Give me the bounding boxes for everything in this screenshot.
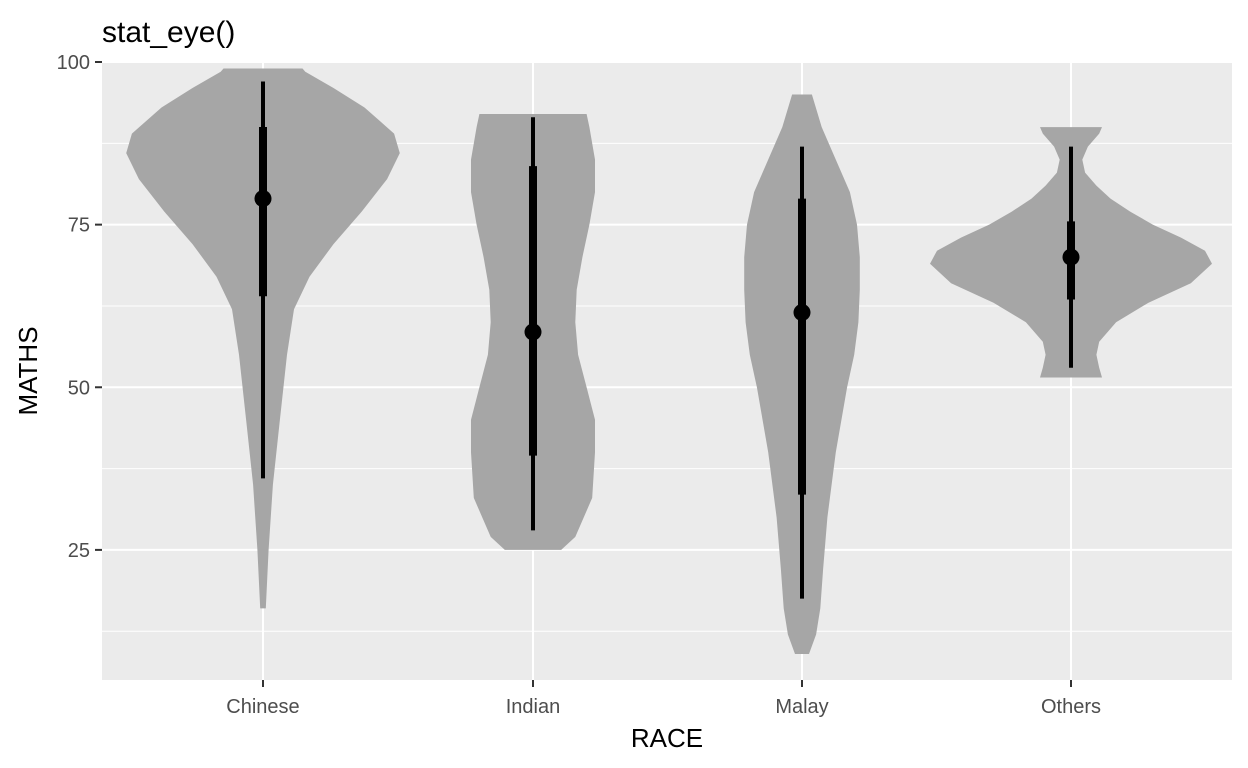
y-tick-label: 25	[68, 540, 90, 562]
axis-ticks: 25 50 75 100 Chinese Indian Malay Others	[57, 52, 1101, 718]
y-tick-label: 100	[57, 52, 90, 74]
y-axis-title: MATHS	[13, 326, 43, 415]
intervals	[254, 81, 1080, 599]
median-point-indian	[524, 323, 542, 341]
y-tick-label: 50	[68, 377, 90, 399]
median-point-malay	[793, 303, 811, 321]
x-tick-label: Malay	[775, 696, 828, 718]
x-tick-label: Others	[1041, 696, 1101, 718]
median-point-chinese	[254, 190, 272, 208]
y-tick-label: 75	[68, 215, 90, 237]
x-tick-label: Chinese	[226, 696, 299, 718]
x-tick-label: Indian	[506, 696, 561, 718]
chart-title: stat_eye()	[102, 16, 235, 49]
median-point-others	[1062, 248, 1080, 266]
x-axis-title: RACE	[631, 723, 703, 753]
